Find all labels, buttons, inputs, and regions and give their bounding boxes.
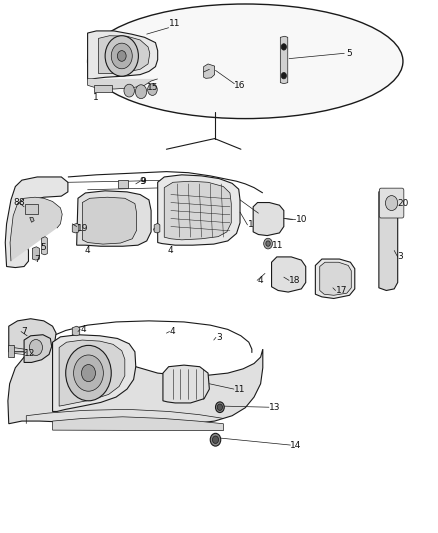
Text: 8: 8 bbox=[13, 198, 19, 207]
Circle shape bbox=[212, 436, 219, 443]
Polygon shape bbox=[10, 197, 62, 261]
Text: 11: 11 bbox=[272, 241, 283, 249]
Polygon shape bbox=[9, 319, 56, 352]
Circle shape bbox=[281, 44, 286, 50]
Text: 3: 3 bbox=[398, 253, 403, 261]
Circle shape bbox=[135, 85, 147, 99]
Polygon shape bbox=[32, 247, 39, 260]
Circle shape bbox=[111, 43, 132, 69]
Circle shape bbox=[66, 345, 111, 401]
Polygon shape bbox=[53, 335, 136, 411]
Circle shape bbox=[105, 36, 138, 76]
Polygon shape bbox=[82, 197, 137, 244]
Polygon shape bbox=[253, 203, 284, 236]
Polygon shape bbox=[320, 262, 351, 295]
Text: 7: 7 bbox=[34, 255, 39, 263]
Ellipse shape bbox=[88, 4, 403, 119]
Text: 15: 15 bbox=[147, 84, 158, 92]
Text: 3: 3 bbox=[216, 333, 222, 342]
Text: 11: 11 bbox=[234, 385, 245, 393]
Polygon shape bbox=[315, 259, 355, 298]
Circle shape bbox=[124, 84, 134, 97]
Circle shape bbox=[217, 404, 223, 410]
Circle shape bbox=[215, 402, 224, 413]
Polygon shape bbox=[88, 79, 158, 89]
Polygon shape bbox=[72, 326, 80, 336]
Polygon shape bbox=[94, 85, 112, 92]
Text: 17: 17 bbox=[336, 286, 347, 295]
Circle shape bbox=[81, 365, 95, 382]
Text: 7: 7 bbox=[21, 327, 27, 336]
Text: 8: 8 bbox=[19, 198, 25, 207]
Circle shape bbox=[117, 51, 126, 61]
Polygon shape bbox=[204, 64, 215, 78]
Polygon shape bbox=[272, 257, 306, 292]
Text: 14: 14 bbox=[290, 441, 302, 449]
Circle shape bbox=[148, 84, 157, 95]
Text: 13: 13 bbox=[269, 403, 280, 411]
Text: 12: 12 bbox=[24, 349, 35, 358]
Polygon shape bbox=[77, 191, 151, 246]
Text: 9: 9 bbox=[140, 177, 146, 185]
Text: 20: 20 bbox=[398, 199, 409, 208]
Polygon shape bbox=[24, 335, 52, 362]
Circle shape bbox=[266, 241, 270, 246]
Text: 10: 10 bbox=[296, 215, 307, 224]
Polygon shape bbox=[280, 36, 288, 84]
Text: 18: 18 bbox=[289, 276, 300, 285]
Circle shape bbox=[29, 340, 42, 356]
Text: 19: 19 bbox=[77, 224, 88, 232]
FancyBboxPatch shape bbox=[379, 188, 404, 218]
Polygon shape bbox=[30, 217, 34, 222]
Polygon shape bbox=[163, 365, 209, 403]
Polygon shape bbox=[88, 31, 158, 79]
Text: 4: 4 bbox=[257, 276, 263, 285]
Polygon shape bbox=[72, 223, 79, 233]
Polygon shape bbox=[379, 189, 398, 290]
Bar bbox=[25, 204, 38, 214]
Polygon shape bbox=[59, 340, 125, 406]
Text: 1: 1 bbox=[93, 93, 99, 101]
Polygon shape bbox=[164, 181, 231, 240]
Text: 16: 16 bbox=[234, 81, 246, 90]
Text: 4: 4 bbox=[85, 246, 90, 255]
Text: 4: 4 bbox=[170, 327, 175, 336]
Polygon shape bbox=[158, 175, 240, 245]
Circle shape bbox=[385, 196, 398, 211]
Polygon shape bbox=[5, 177, 68, 268]
Bar bbox=[8, 345, 14, 357]
Text: 4: 4 bbox=[168, 246, 173, 255]
Text: 5: 5 bbox=[346, 49, 352, 58]
Polygon shape bbox=[154, 223, 160, 233]
Text: 11: 11 bbox=[169, 20, 180, 28]
Text: 5: 5 bbox=[40, 243, 46, 252]
Circle shape bbox=[74, 355, 103, 391]
Polygon shape bbox=[8, 341, 263, 425]
Circle shape bbox=[210, 433, 221, 446]
Polygon shape bbox=[99, 36, 150, 74]
Polygon shape bbox=[53, 417, 223, 431]
Polygon shape bbox=[42, 237, 47, 255]
Circle shape bbox=[281, 72, 286, 79]
Bar bbox=[118, 180, 128, 188]
Circle shape bbox=[264, 238, 272, 249]
Text: 1: 1 bbox=[247, 221, 253, 229]
Text: 9: 9 bbox=[139, 177, 145, 185]
Text: 4: 4 bbox=[80, 325, 86, 334]
